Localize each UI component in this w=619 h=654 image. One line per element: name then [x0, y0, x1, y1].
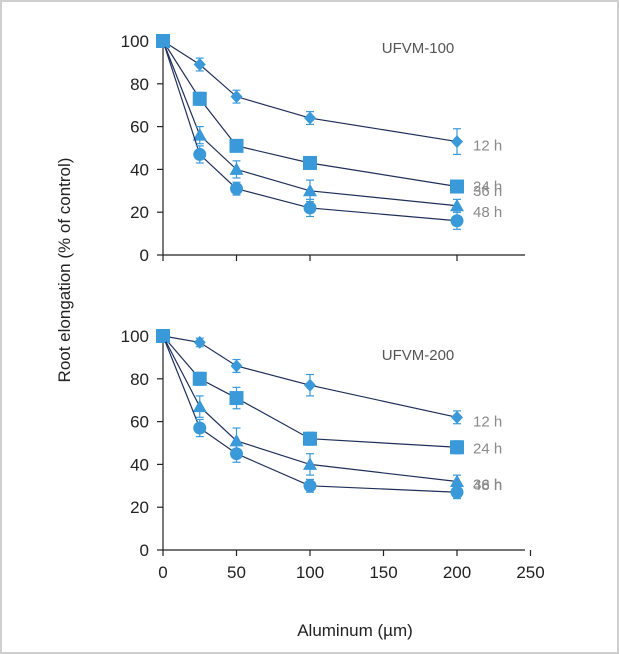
x-tick-label: 200 — [443, 563, 471, 582]
y-tick-label: 80 — [130, 370, 149, 389]
y-tick-label: 20 — [130, 498, 149, 517]
data-point-triangle — [450, 198, 464, 212]
data-point-circle — [193, 421, 207, 435]
data-point-square — [303, 155, 317, 170]
data-point-diamond — [230, 90, 243, 104]
panel-title: UFVM-200 — [382, 347, 455, 364]
y-tick-label: 0 — [140, 541, 149, 560]
y-tick-label: 60 — [130, 413, 149, 432]
data-point-circle — [303, 201, 317, 215]
data-point-triangle — [192, 399, 207, 413]
y-tick-label: 0 — [140, 246, 149, 265]
series-label: 12 h — [473, 413, 502, 430]
data-point-square — [450, 179, 464, 194]
data-point-circle — [193, 147, 207, 161]
data-point-diamond — [451, 410, 463, 424]
data-point-circle — [303, 479, 317, 493]
data-point-diamond — [230, 359, 243, 373]
data-point-triangle — [303, 457, 317, 470]
data-point-square — [303, 431, 317, 446]
x-tick-label: 250 — [516, 563, 544, 582]
data-point-diamond — [304, 111, 316, 125]
data-point-diamond — [193, 58, 206, 72]
y-tick-label: 40 — [130, 455, 149, 474]
y-axis-title: Root elongation (% of control) — [55, 158, 74, 383]
series-label: 24 h — [473, 179, 502, 196]
series-label: 36 h — [473, 183, 502, 200]
data-point-square — [192, 91, 207, 106]
y-tick-label: 20 — [130, 203, 149, 222]
series-label: 24 h — [473, 440, 502, 457]
data-point-triangle — [450, 474, 464, 488]
y-tick-label: 40 — [130, 160, 149, 179]
panel-title: UFVM-100 — [382, 40, 455, 57]
y-tick-label: 100 — [121, 32, 149, 51]
data-point-triangle — [229, 433, 244, 447]
x-tick-label: 100 — [296, 563, 324, 582]
y-tick-label: 100 — [121, 327, 149, 346]
x-tick-label: 150 — [369, 563, 397, 582]
series-label: 48 h — [473, 477, 502, 494]
series-48h: 48 h — [156, 34, 502, 230]
series-label: 48 h — [473, 204, 502, 221]
data-point-circle — [450, 214, 464, 228]
y-tick-label: 80 — [130, 75, 149, 94]
data-point-square — [229, 138, 244, 153]
series-36h: 36 h — [156, 34, 502, 213]
y-tick-label: 60 — [130, 118, 149, 137]
x-tick-label: 0 — [158, 563, 167, 582]
panel-ufvm-200: 0 20 40 60 80 100 0 50 100 150 200 250 UFVM-200 12 h 2… — [121, 327, 545, 582]
data-point-diamond — [304, 378, 316, 392]
x-axis-title: Aluminum (µm) — [297, 621, 413, 640]
panel-ufvm-100: 0 20 40 60 80 100 UFVM-100 12 h 24 h36 h 48 h — [121, 32, 525, 265]
data-point-square — [229, 391, 244, 406]
series-label: 12 h — [473, 138, 502, 155]
data-point-circle — [156, 34, 170, 48]
data-point-square — [450, 440, 464, 455]
data-point-diamond — [451, 135, 463, 149]
series-label: 36 h — [473, 477, 502, 494]
data-point-circle — [450, 485, 464, 499]
data-point-triangle — [192, 128, 207, 141]
data-point-circle — [230, 447, 243, 461]
data-point-circle — [230, 182, 243, 196]
data-point-triangle — [303, 183, 317, 197]
series-48h: 48 h — [156, 329, 502, 500]
data-point-square — [192, 371, 207, 386]
x-tick-label: 50 — [227, 563, 246, 582]
data-point-triangle — [229, 162, 244, 175]
data-point-circle — [156, 329, 170, 343]
series-24h: 24 h — [156, 34, 502, 196]
data-point-diamond — [193, 335, 206, 349]
